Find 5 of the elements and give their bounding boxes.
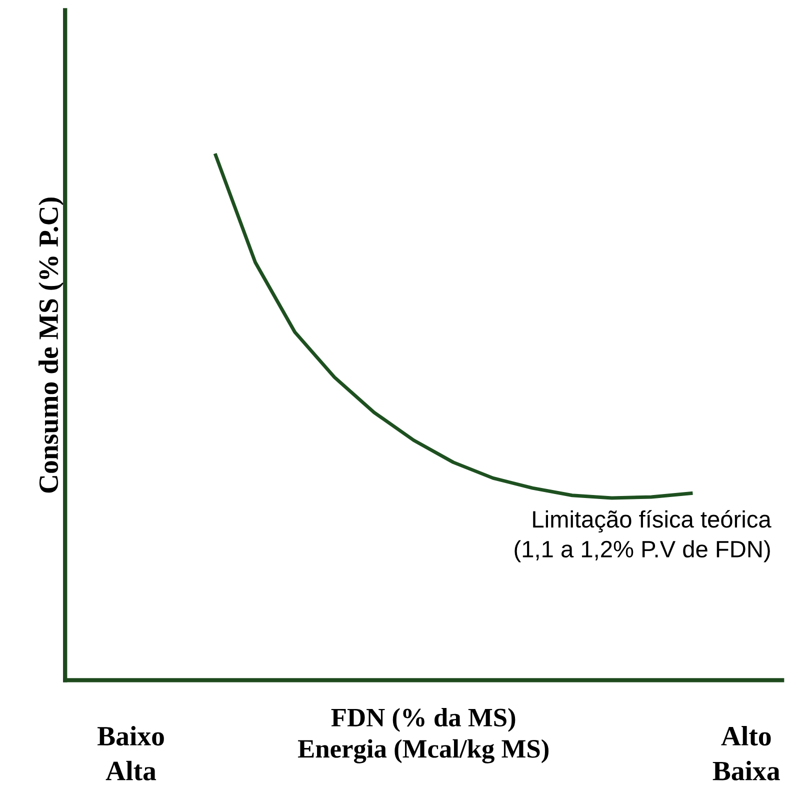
- annotation: Limitação física teórica (1,1 a 1,2% P.V de FDN): [514, 510, 772, 562]
- y-axis-title: Consumo de MS (% P.C): [38, 198, 64, 493]
- text: Baixo Alta: [98, 726, 164, 780]
- x-axis-title: FDN (% da MS) Energia (Mcal/kg MS): [298, 708, 548, 764]
- text: Alto Baixa: [712, 726, 780, 780]
